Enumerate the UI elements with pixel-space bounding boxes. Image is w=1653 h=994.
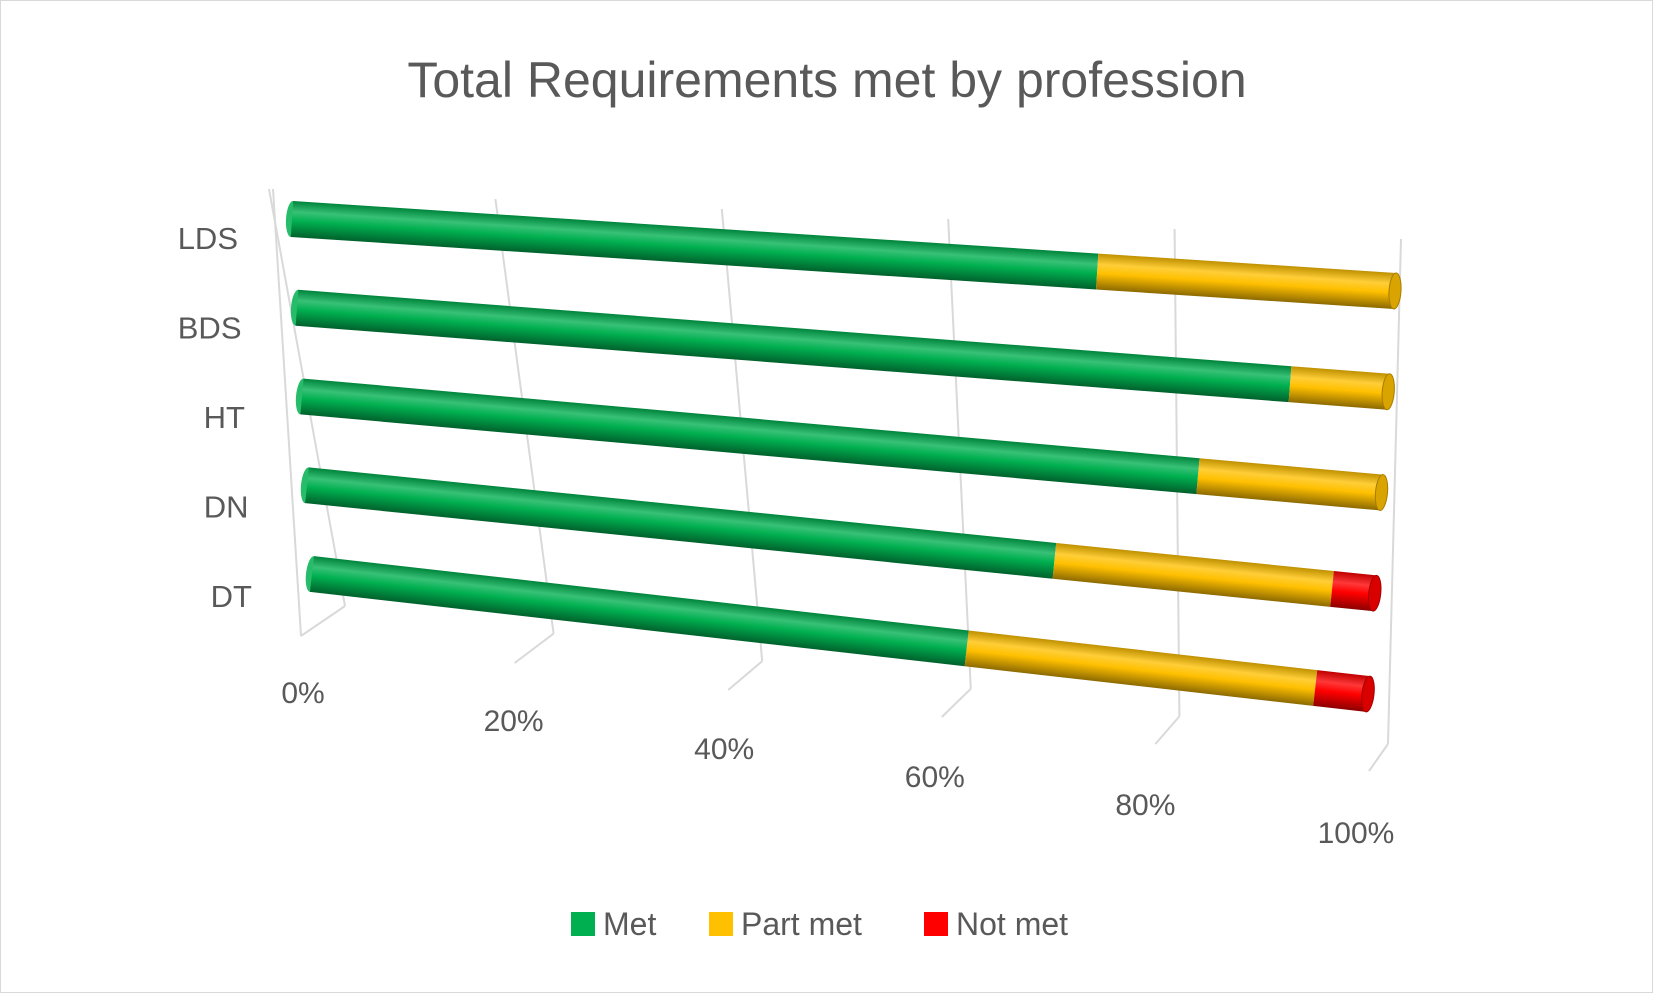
- bar-row-dn: [300, 467, 1382, 612]
- bar-row-lds: [285, 201, 1402, 310]
- bar-end-cap: [1388, 272, 1402, 310]
- legend-label: Not met: [956, 906, 1068, 942]
- tick-label-20pct: 20%: [484, 705, 544, 738]
- bar-ht-part-met: [1196, 458, 1384, 511]
- axis-wall: [272, 188, 302, 637]
- tick-label-40pct: 40%: [694, 733, 754, 766]
- bar-end-cap: [1368, 574, 1382, 612]
- category-label-lds: LDS: [178, 221, 238, 256]
- bar-row-dt: [305, 556, 1375, 713]
- floor-tick: [300, 605, 346, 637]
- bar-row-bds: [290, 289, 1395, 411]
- bar-lds-met: [290, 201, 1099, 290]
- legend-swatch: [571, 912, 595, 936]
- bar-bds-met: [295, 289, 1292, 403]
- legend-label: Part met: [741, 906, 862, 942]
- category-label-bds: BDS: [178, 311, 242, 346]
- category-labels: LDS BDS HT DN DT: [178, 221, 252, 614]
- bar-dt-met: [309, 556, 969, 667]
- x-axis-ticks: 0% 20% 40% 60% 80% 100%: [281, 677, 1394, 850]
- legend-label: Met: [603, 906, 656, 942]
- bar-dn-met: [305, 467, 1057, 579]
- floor-tick: [727, 660, 763, 691]
- category-label-dt: DT: [211, 579, 252, 614]
- floor-tick: [513, 632, 555, 664]
- tick-label-60pct: 60%: [905, 761, 965, 794]
- bar-row-ht: [295, 378, 1389, 511]
- tick-label-0pct: 0%: [281, 677, 324, 710]
- bars: [285, 201, 1402, 713]
- bar-ht-met: [300, 378, 1200, 495]
- floor-tick: [1368, 743, 1389, 772]
- legend-swatch: [924, 912, 948, 936]
- floor-tick: [1154, 715, 1181, 745]
- category-label-dn: DN: [204, 490, 249, 525]
- category-label-ht: HT: [204, 400, 245, 435]
- tick-label-100pct: 100%: [1318, 817, 1395, 850]
- gridline: [1387, 238, 1402, 745]
- bar-dn-not-met: [1330, 571, 1377, 612]
- chart-title: Total Requirements met by profession: [407, 52, 1246, 108]
- bar-dt-part-met: [964, 630, 1318, 706]
- bar-bds-part-met: [1288, 366, 1390, 410]
- legend-item-not-met: Not met: [924, 906, 1068, 942]
- bar-dn-part-met: [1052, 542, 1334, 607]
- tick-label-80pct: 80%: [1115, 789, 1175, 822]
- bar-dt-not-met: [1313, 670, 1371, 712]
- legend-item-met: Met: [571, 906, 656, 942]
- floor-tick: [941, 688, 972, 718]
- bar-end-cap: [1374, 474, 1389, 511]
- legend-swatch: [709, 912, 733, 936]
- bar-lds-part-met: [1096, 253, 1397, 309]
- legend: Met Part met Not met: [571, 906, 1068, 942]
- bar-end-cap: [1361, 675, 1375, 713]
- bar-end-cap: [1381, 373, 1395, 411]
- legend-item-part-met: Part met: [709, 906, 862, 942]
